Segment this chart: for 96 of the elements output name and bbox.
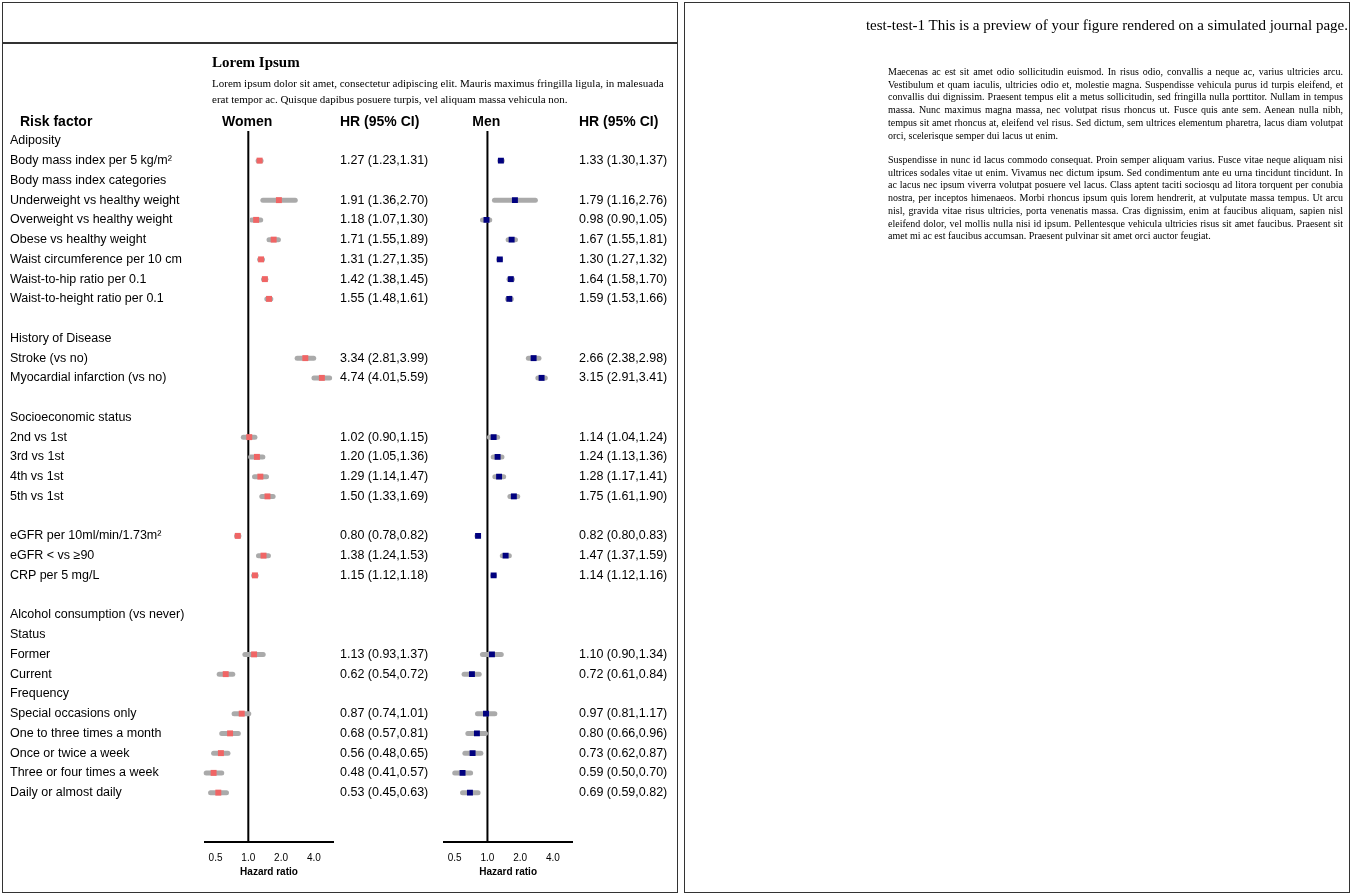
y-tick-label: Once or twice a week [10, 745, 131, 760]
data-label: 1.75 (1.61,1.90) [579, 488, 668, 503]
y-tick-label: eGFR per 10ml/min/1.73m² [10, 528, 162, 543]
y-tick-label: 4th vs 1st [10, 469, 65, 484]
y-tick-label: Overweight vs healthy weight [10, 212, 174, 227]
data-label: 1.64 (1.58,1.70) [579, 271, 668, 286]
x-tick-label: 0.5 [447, 851, 463, 863]
data-label: 1.55 (1.48,1.61) [340, 291, 429, 306]
y-tick-label: 2nd vs 1st [10, 429, 68, 444]
data-label: 3.34 (2.81,3.99) [340, 350, 429, 365]
text: Maecenas ac est sit amet odio sollicitudin euismod. In risus odio, convallis a neque ac, varius ultricies arcu. Vestibulum et quam iaculis, ultricies odio et, molestie magna. Suspendisse vehicula purus id turpis eleifend, et convallis dui dignissim. Praesent tempus elit a metus sollicitudin, sed fringilla nulla porttitor. Nullam in tempus massa. Nunc maximus magna massa, nec volutpat risus rhoncus ut. Fusce quis ante sem. Aenean nulla nibh, tempus sit amet rhoncus at, eleifend vel risus. Sed dictum, sem ultrices elementum pharetra, lacus diam volutpat orci, scelerisque semper dui lacus ut enim. [888, 66, 1343, 143]
y-tick-label: 5th vs 1st [10, 488, 65, 503]
data-label: 1.91 (1.36,2.70) [340, 192, 429, 207]
data-label: 1.38 (1.24,1.53) [340, 548, 429, 563]
y-tick-label: Three or four times a week [10, 765, 160, 780]
data-label: 1.15 (1.12,1.18) [340, 567, 429, 582]
data-label: 1.02 (0.90,1.15) [340, 429, 429, 444]
y-tick-label: Waist-to-hip ratio per 0.1 [10, 271, 147, 286]
data-label: 0.97 (0.81,1.17) [579, 706, 668, 721]
y-tick-label: Current [10, 666, 53, 681]
data-label: 0.73 (0.62,0.87) [579, 745, 668, 760]
x-axis-title: Hazard ratio [240, 865, 298, 877]
data-label: 1.28 (1.17,1.41) [579, 469, 668, 484]
y-tick-label: Waist-to-height ratio per 0.1 [10, 291, 164, 306]
y-tick-label: eGFR < vs ≥90 [10, 548, 95, 563]
data-label: 1.33 (1.30,1.37) [579, 153, 668, 168]
data-label: 0.87 (0.74,1.01) [340, 706, 429, 721]
text: HR (95% CI) [579, 112, 659, 129]
x-tick-label: 0.5 [208, 851, 223, 863]
x-tick-label: 1.0 [241, 851, 256, 863]
x-tick-label: 1.0 [480, 851, 495, 863]
data-label: 1.13 (0.93,1.37) [340, 646, 429, 661]
data-label: 0.80 (0.66,0.96) [579, 725, 668, 740]
x-tick-label: 2.0 [274, 851, 289, 863]
y-tick-label: Adiposity [10, 133, 62, 148]
y-axis-title: Risk factor [20, 112, 93, 129]
data-label: 0.59 (0.50,0.70) [579, 765, 668, 780]
data-label: 1.27 (1.23,1.31) [340, 153, 429, 168]
data-label: 1.10 (0.90,1.34) [579, 646, 668, 661]
text: Suspendisse in nunc id lacus commodo consequat. Proin semper aliquam varius. Fusce vitae neque aliquam nisi ultrices sodales vitae ut enim. Vivamus nec dictum ipsum. Sed condimentum ante eu urna tincidunt tincidunt. In ac lacus nec ipsum viverra volutpat posuere vel lacus. Class aptent taciti sociosqu ad litora torquent per conubia nostra, per inceptos himenaeos. Morbi rhoncus ipsum quis lorem hendrerit, at vulputate massa tempus. Ut arcu nisl, gravida vitae risus ultricies, porta venenatis massa. Cras dignissim, enim at faucibus aliquam, sapien nisl eleifend dolor, vel mollis nulla nisi id ipsum. Pellentesque vehicula ultricies risus sit amet faucibus. Praesent sit amet mi ac est faucibus accumsan. Praesent pulvinar sit amet orci auctor feugiat. [888, 154, 1343, 243]
data-label: 0.80 (0.78,0.82) [340, 528, 429, 543]
chart-title: Men [472, 112, 501, 129]
data-label: 0.98 (0.90,1.05) [579, 212, 668, 227]
data-label: 0.62 (0.54,0.72) [340, 666, 429, 681]
data-label: 1.50 (1.33,1.69) [340, 488, 429, 503]
text: Lorem ipsum dolor sit amet, consectetur adipiscing elit. Mauris maximus fringilla ligula, in malesuada erat tempor ac. Quisque dapibus posuere turpis, vel aliquam massa vehicula non. [212, 76, 664, 107]
y-tick-label: Body mass index per 5 kg/m² [10, 153, 172, 168]
y-tick-label: One to three times a month [10, 725, 162, 740]
data-label: 0.72 (0.61,0.84) [579, 666, 668, 681]
y-tick-label: Daily or almost daily [10, 785, 123, 800]
y-tick-label: History of Disease [10, 330, 112, 345]
data-label: 1.24 (1.13,1.36) [579, 449, 668, 464]
data-label: 1.14 (1.04,1.24) [579, 429, 668, 444]
data-label: 1.31 (1.27,1.35) [340, 251, 429, 266]
data-label: 0.53 (0.45,0.63) [340, 785, 429, 800]
data-label: 1.20 (1.05,1.36) [340, 449, 429, 464]
data-label: 1.42 (1.38,1.45) [340, 271, 429, 286]
text: test-test-1 This is a preview of your figure rendered on a simulated journal page. [865, 17, 1348, 34]
y-tick-label: Frequency [10, 686, 70, 701]
data-label: 0.56 (0.48,0.65) [340, 745, 429, 760]
y-tick-label: Stroke (vs no) [10, 350, 88, 365]
y-tick-label: Underweight vs healthy weight [10, 192, 181, 207]
data-label: 0.48 (0.41,0.57) [340, 765, 429, 780]
y-tick-label: CRP per 5 mg/L [10, 567, 100, 582]
data-label: 1.30 (1.27,1.32) [579, 251, 668, 266]
y-tick-label: Socioeconomic status [10, 409, 132, 424]
y-tick-label: Myocardial infarction (vs no) [10, 370, 167, 385]
data-label: 1.14 (1.12,1.16) [579, 567, 668, 582]
data-label: 0.68 (0.57,0.81) [340, 725, 429, 740]
y-tick-label: Body mass index categories [10, 172, 167, 187]
text: HR (95% CI) [340, 112, 420, 129]
data-label: 2.66 (2.38,2.98) [579, 350, 668, 365]
data-label: 1.18 (1.07,1.30) [340, 212, 429, 227]
y-tick-label: 3rd vs 1st [10, 449, 65, 464]
data-label: 1.71 (1.55,1.89) [340, 232, 429, 247]
y-tick-label: Obese vs healthy weight [10, 232, 147, 247]
data-label: 3.15 (2.91,3.41) [579, 370, 668, 385]
y-tick-label: Former [10, 646, 51, 661]
x-tick-label: 4.0 [545, 851, 561, 863]
data-label: 0.69 (0.59,0.82) [579, 785, 668, 800]
data-label: 4.74 (4.01,5.59) [340, 370, 429, 385]
data-label: 1.79 (1.16,2.76) [579, 192, 668, 207]
y-tick-label: Alcohol consumption (vs never) [10, 607, 185, 622]
x-axis-title: Hazard ratio [479, 865, 537, 877]
y-tick-label: Waist circumference per 10 cm [10, 251, 182, 266]
data-label: 1.67 (1.55,1.81) [579, 232, 668, 247]
x-tick-label: 2.0 [513, 851, 528, 863]
data-label: 1.47 (1.37,1.59) [579, 548, 668, 563]
text: Lorem Ipsum [212, 54, 300, 71]
data-label: 1.59 (1.53,1.66) [579, 291, 668, 306]
y-tick-label: Status [10, 627, 46, 642]
data-label: 0.82 (0.80,0.83) [579, 528, 668, 543]
chart-title: Women [222, 112, 273, 129]
data-label: 1.29 (1.14,1.47) [340, 469, 429, 484]
y-tick-label: Special occasions only [10, 706, 138, 721]
x-tick-label: 4.0 [306, 851, 322, 863]
